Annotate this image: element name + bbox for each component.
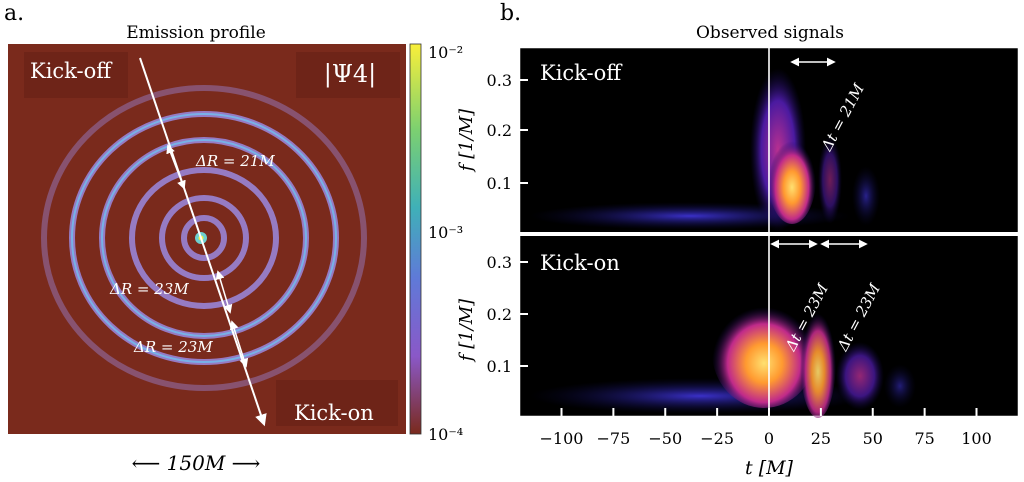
kick-off-subplot-label: Kick-off bbox=[540, 61, 623, 85]
xtick-label: 100 bbox=[961, 429, 992, 448]
kick-on-subplot-label: Kick-on bbox=[540, 251, 620, 275]
y-axis-bottom: 0.3 0.2 0.1 f [1/M] bbox=[456, 253, 528, 376]
ytick-top-03: 0.3 bbox=[487, 71, 512, 90]
xtick-label: 0 bbox=[764, 429, 774, 448]
delta-r-annotation-1: ΔR = 21M bbox=[195, 152, 275, 170]
xtick-label: 25 bbox=[811, 429, 831, 448]
colorbar-tick-mid: 10⁻³ bbox=[428, 223, 463, 242]
delta-r-annotation-3: ΔR = 23M bbox=[133, 338, 213, 356]
panel-a-title: Emission profile bbox=[126, 23, 266, 43]
ytick-bottom-03: 0.3 bbox=[487, 253, 512, 272]
xtick-label: 75 bbox=[914, 429, 934, 448]
ylabel-bottom: f [1/M] bbox=[456, 298, 477, 363]
xtick-label: −100 bbox=[540, 429, 584, 448]
panel-b-letter: b. bbox=[500, 1, 521, 26]
kick-on-label: Kick-on bbox=[294, 401, 374, 425]
ytick-bottom-02: 0.2 bbox=[487, 305, 512, 324]
xlabel: t [M] bbox=[745, 457, 794, 479]
ytick-top-02: 0.2 bbox=[487, 121, 512, 140]
colorbar-tick-top: 10⁻² bbox=[428, 43, 463, 62]
x-axis: −100 −75 −50 −25 0 25 50 75 100 bbox=[540, 408, 992, 448]
delta-r-annotation-2: ΔR = 23M bbox=[109, 280, 189, 298]
ytick-top-01: 0.1 bbox=[487, 174, 512, 193]
scale-bar-label: ⟵ 150M ⟶ bbox=[132, 451, 261, 475]
colorbar-label: |Ψ4| bbox=[324, 60, 377, 89]
ylabel-top: f [1/M] bbox=[456, 108, 477, 173]
colorbar-tick-bottom: 10⁻⁴ bbox=[428, 425, 463, 444]
panel-a-letter: a. bbox=[4, 1, 24, 26]
panel-b-title: Observed signals bbox=[696, 23, 844, 43]
y-axis-top: 0.3 0.2 0.1 f [1/M] bbox=[456, 71, 528, 193]
kick-off-label: Kick-off bbox=[30, 59, 113, 83]
emission-profile-image bbox=[8, 44, 406, 434]
colorbar bbox=[409, 43, 422, 435]
xtick-label: −50 bbox=[648, 429, 682, 448]
ytick-bottom-01: 0.1 bbox=[487, 357, 512, 376]
xtick-label: 50 bbox=[863, 429, 883, 448]
xtick-label: −75 bbox=[596, 429, 630, 448]
xtick-label: −25 bbox=[700, 429, 734, 448]
